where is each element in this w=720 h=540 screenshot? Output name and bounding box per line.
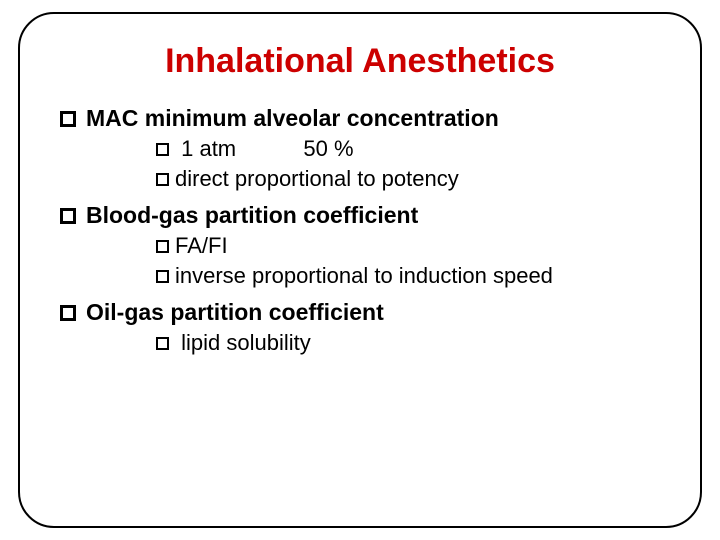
sub-list: FA/FI inverse proportional to induction … bbox=[156, 233, 660, 289]
slide-title: Inhalational Anesthetics bbox=[60, 42, 660, 81]
sub-list: 1 atm 50 % direct proportional to potenc… bbox=[156, 136, 660, 192]
sub-list: lipid solubility bbox=[156, 330, 660, 356]
sub-item-label: 1 atm 50 % bbox=[175, 136, 354, 162]
slide-frame: Inhalational Anesthetics MAC minimum alv… bbox=[18, 12, 702, 528]
square-bullet-icon bbox=[156, 337, 169, 350]
square-bullet-icon bbox=[156, 143, 169, 156]
main-item: MAC minimum alveolar concentration bbox=[60, 105, 660, 132]
main-item-label: Blood-gas partition coefficient bbox=[86, 202, 418, 229]
main-item: Blood-gas partition coefficient bbox=[60, 202, 660, 229]
square-bullet-icon bbox=[156, 173, 169, 186]
sub-item-label: inverse proportional to induction speed bbox=[175, 263, 553, 289]
sub-item-label: direct proportional to potency bbox=[175, 166, 459, 192]
sub-item: FA/FI bbox=[156, 233, 660, 259]
square-bullet-icon bbox=[156, 270, 169, 283]
sub-item: lipid solubility bbox=[156, 330, 660, 356]
sub-item-label: FA/FI bbox=[175, 233, 228, 259]
main-item: Oil-gas partition coefficient bbox=[60, 299, 660, 326]
main-item-label: Oil-gas partition coefficient bbox=[86, 299, 384, 326]
sub-item: 1 atm 50 % bbox=[156, 136, 660, 162]
square-bullet-icon bbox=[156, 240, 169, 253]
sub-item: inverse proportional to induction speed bbox=[156, 263, 660, 289]
square-bullet-icon bbox=[60, 111, 76, 127]
main-item-label: MAC minimum alveolar concentration bbox=[86, 105, 499, 132]
sub-item-label: lipid solubility bbox=[175, 330, 311, 356]
main-list: MAC minimum alveolar concentration 1 atm… bbox=[60, 105, 660, 356]
square-bullet-icon bbox=[60, 305, 76, 321]
sub-item: direct proportional to potency bbox=[156, 166, 660, 192]
square-bullet-icon bbox=[60, 208, 76, 224]
